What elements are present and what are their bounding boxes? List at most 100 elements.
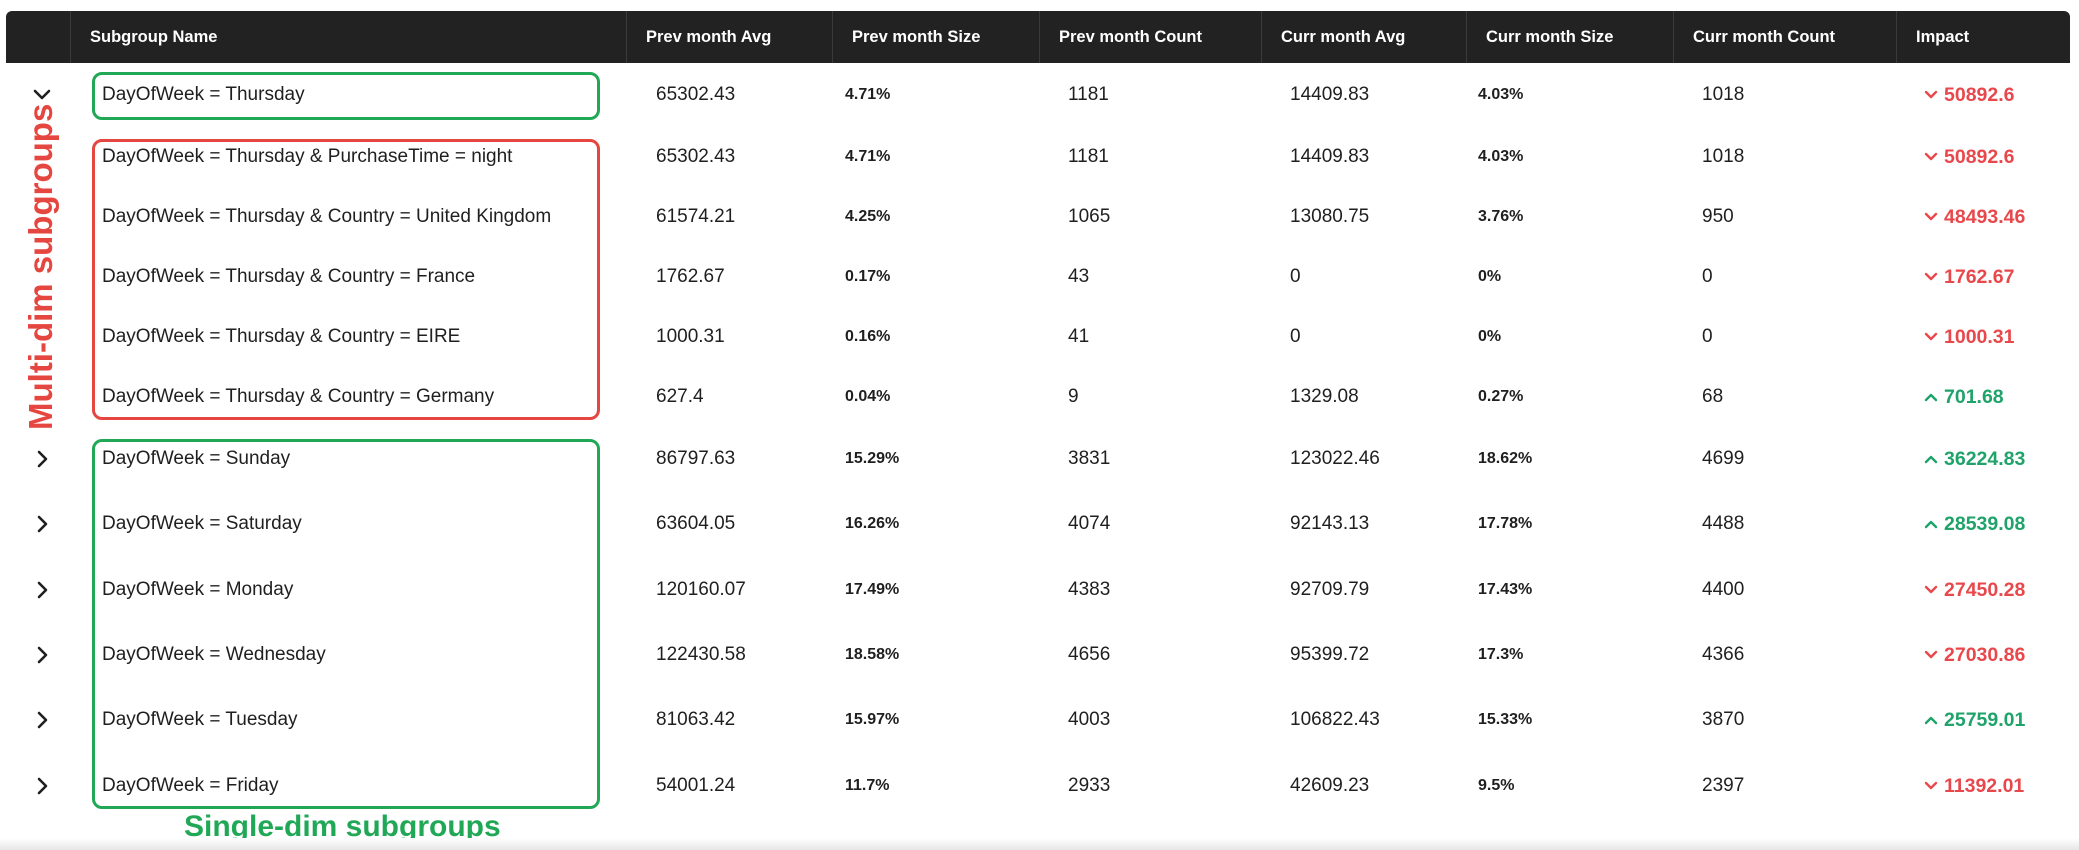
header-subgroup-name[interactable]: Subgroup Name bbox=[70, 11, 626, 63]
chevron-right-icon[interactable] bbox=[30, 447, 54, 471]
table-row[interactable]: DayOfWeek = Thursday & Country = Germany… bbox=[6, 374, 2070, 420]
curr-month-size-cell: 15.33% bbox=[1478, 711, 1533, 728]
prev-month-size-cell: 4.71% bbox=[845, 148, 891, 165]
table-row[interactable]: DayOfWeek = Thursday & PurchaseTime = ni… bbox=[6, 134, 2070, 180]
table-row[interactable]: DayOfWeek = Wednesday 122430.58 18.58% 4656… bbox=[6, 632, 2070, 678]
curr-month-avg-cell: 13080.75 bbox=[1290, 206, 1370, 227]
curr-month-avg-cell: 92709.79 bbox=[1290, 579, 1370, 600]
table-row[interactable]: DayOfWeek = Thursday & Country = France 1… bbox=[6, 254, 2070, 300]
table-row[interactable]: DayOfWeek = Tuesday 81063.42 15.97% 4003 106… bbox=[6, 697, 2070, 743]
table-header: Subgroup Name Prev month Avg Prev month … bbox=[6, 11, 2070, 63]
curr-month-size-cell: 17.3% bbox=[1478, 646, 1524, 663]
curr-month-avg-cell: 0 bbox=[1290, 266, 1301, 287]
table-row[interactable]: DayOfWeek = Sunday 86797.63 15.29% 3831 1230… bbox=[6, 436, 2070, 482]
subgroup-name-cell: DayOfWeek = Monday bbox=[102, 579, 294, 600]
chevron-right-icon[interactable] bbox=[30, 774, 54, 798]
chevron-right-icon[interactable] bbox=[30, 708, 54, 732]
arrow-down-icon bbox=[1924, 648, 1944, 662]
header-curr-month-count[interactable]: Curr month Count bbox=[1673, 11, 1896, 63]
table-row[interactable]: DayOfWeek = Thursday 65302.43 4.71% 1181 144… bbox=[6, 72, 2070, 118]
curr-month-count-cell: 68 bbox=[1702, 386, 1724, 407]
subgroup-name-cell: DayOfWeek = Friday bbox=[102, 775, 279, 796]
prev-month-size-cell: 0.04% bbox=[845, 388, 891, 405]
subgroup-name-cell: DayOfWeek = Thursday & Country = EIRE bbox=[102, 326, 461, 347]
impact-text: 36224.83 bbox=[1944, 447, 2026, 470]
curr-month-size-cell: 9.5% bbox=[1478, 777, 1515, 794]
chevron-right-icon[interactable] bbox=[30, 512, 54, 536]
curr-month-count-cell: 1018 bbox=[1702, 84, 1745, 105]
curr-month-size-cell: 0% bbox=[1478, 268, 1502, 285]
table-row[interactable]: DayOfWeek = Saturday 63604.05 16.26% 4074 92… bbox=[6, 501, 2070, 547]
prev-month-avg-cell: 81063.42 bbox=[656, 709, 736, 730]
header-prev-month-size[interactable]: Prev month Size bbox=[832, 11, 1039, 63]
impact-value: 50892.6 bbox=[1924, 84, 2015, 107]
curr-month-avg-cell: 14409.83 bbox=[1290, 146, 1370, 167]
impact-text: 701.68 bbox=[1944, 385, 2004, 408]
prev-month-count-cell: 1181 bbox=[1068, 84, 1109, 105]
prev-month-count-cell: 3831 bbox=[1068, 448, 1111, 469]
curr-month-count-cell: 4699 bbox=[1702, 448, 1745, 469]
curr-month-count-cell: 0 bbox=[1702, 266, 1713, 287]
impact-cell: 48493.46 bbox=[1924, 194, 2025, 240]
multi-dim-label-text: Multi-dim subgroups bbox=[22, 103, 59, 430]
prev-month-avg-cell: 65302.43 bbox=[656, 146, 736, 167]
header-prev-month-avg[interactable]: Prev month Avg bbox=[626, 11, 832, 63]
header-prev-month-count[interactable]: Prev month Count bbox=[1039, 11, 1261, 63]
subgroup-name-cell: DayOfWeek = Sunday bbox=[102, 448, 291, 469]
prev-month-count-cell: 43 bbox=[1068, 266, 1090, 287]
arrow-down-icon bbox=[1924, 270, 1944, 284]
table-row[interactable]: DayOfWeek = Thursday & Country = United … bbox=[6, 194, 2070, 240]
chevron-right-icon[interactable] bbox=[30, 578, 54, 602]
impact-cell: 1762.67 bbox=[1924, 254, 2015, 300]
prev-month-size-cell: 18.58% bbox=[845, 646, 900, 663]
subgroup-name-cell: DayOfWeek = Thursday & PurchaseTime = ni… bbox=[102, 146, 513, 167]
subgroup-table: Subgroup Name Prev month Avg Prev month … bbox=[6, 11, 2070, 63]
table-row[interactable]: DayOfWeek = Friday 54001.24 11.7% 2933 42609… bbox=[6, 763, 2070, 809]
prev-month-count-cell: 2933 bbox=[1068, 775, 1111, 796]
table-row[interactable]: DayOfWeek = Monday 120160.07 17.49% 4383 927… bbox=[6, 567, 2070, 613]
curr-month-size-cell: 18.62% bbox=[1478, 450, 1533, 467]
prev-month-count-cell: 9 bbox=[1068, 386, 1079, 407]
arrow-down-icon bbox=[1924, 210, 1944, 224]
impact-cell: 25759.01 bbox=[1924, 697, 2025, 743]
curr-month-avg-cell: 123022.46 bbox=[1290, 448, 1380, 469]
prev-month-avg-cell: 61574.21 bbox=[656, 206, 736, 227]
impact-value: 1000.31 bbox=[1924, 326, 2015, 349]
arrow-up-icon bbox=[1924, 390, 1944, 404]
impact-text: 50892.6 bbox=[1944, 83, 2015, 106]
impact-cell: 27030.86 bbox=[1924, 632, 2025, 678]
header-curr-month-size[interactable]: Curr month Size bbox=[1466, 11, 1673, 63]
impact-value: 701.68 bbox=[1924, 386, 2004, 409]
curr-month-size-cell: 17.43% bbox=[1478, 581, 1533, 598]
impact-text: 27450.28 bbox=[1944, 578, 2026, 601]
prev-month-count-cell: 4074 bbox=[1068, 513, 1111, 534]
curr-month-count-cell: 2397 bbox=[1702, 775, 1745, 796]
prev-month-avg-cell: 1762.67 bbox=[656, 266, 725, 287]
impact-text: 28539.08 bbox=[1944, 512, 2026, 535]
chevron-down-icon[interactable] bbox=[30, 83, 54, 107]
chevron-right-icon[interactable] bbox=[30, 643, 54, 667]
impact-value: 36224.83 bbox=[1924, 448, 2025, 471]
horizontal-scrollbar[interactable] bbox=[0, 838, 2079, 850]
prev-month-size-cell: 17.49% bbox=[845, 581, 900, 598]
impact-text: 25759.01 bbox=[1944, 708, 2026, 731]
impact-value: 50892.6 bbox=[1924, 146, 2015, 169]
impact-cell: 701.68 bbox=[1924, 374, 2004, 420]
curr-month-avg-cell: 14409.83 bbox=[1290, 84, 1370, 105]
impact-cell: 27450.28 bbox=[1924, 567, 2025, 613]
impact-text: 50892.6 bbox=[1944, 145, 2015, 168]
impact-cell: 50892.6 bbox=[1924, 72, 2015, 118]
header-impact[interactable]: Impact bbox=[1896, 11, 2070, 63]
arrow-down-icon bbox=[1924, 779, 1944, 793]
curr-month-size-cell: 4.03% bbox=[1478, 86, 1524, 103]
impact-text: 11392.01 bbox=[1944, 774, 2025, 797]
prev-month-size-cell: 15.97% bbox=[845, 711, 900, 728]
single-dim-label: Single-dim subgroups bbox=[184, 810, 501, 843]
table-row[interactable]: DayOfWeek = Thursday & Country = EIRE 100… bbox=[6, 314, 2070, 360]
impact-cell: 50892.6 bbox=[1924, 134, 2015, 180]
curr-month-count-cell: 0 bbox=[1702, 326, 1713, 347]
prev-month-count-cell: 4383 bbox=[1068, 579, 1111, 600]
subgroup-name-cell: DayOfWeek = Wednesday bbox=[102, 644, 326, 665]
header-curr-month-avg[interactable]: Curr month Avg bbox=[1261, 11, 1466, 63]
impact-value: 48493.46 bbox=[1924, 206, 2025, 229]
